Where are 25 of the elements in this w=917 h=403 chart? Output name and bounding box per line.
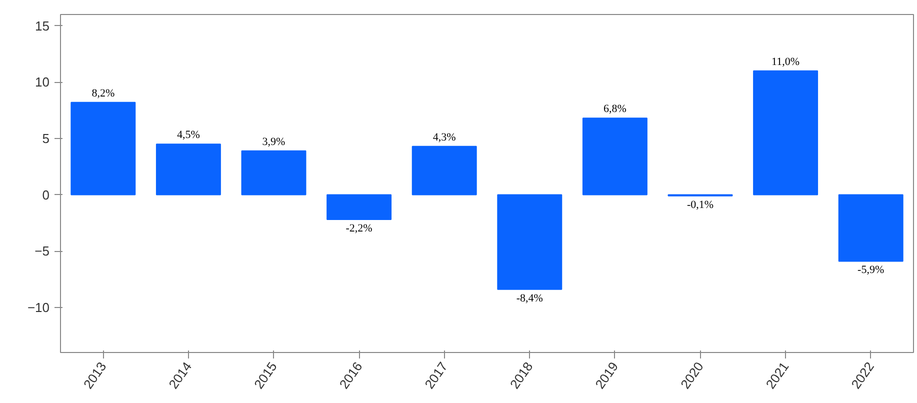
data-label: 6,8% [603,103,626,116]
data-label: -8,4% [516,292,543,304]
data-label: 11,0% [772,56,800,68]
data-label: 3,9% [262,136,286,148]
bar [412,146,477,196]
bar [241,150,306,196]
data-label: -0,1% [686,198,714,211]
bar [838,194,904,262]
bar [156,144,221,196]
data-label: 4,3% [432,131,456,144]
y-tick-label: 15 [35,18,50,34]
bar [70,102,136,196]
data-label: -5,9% [858,264,884,276]
data-label: -2,2% [346,222,372,235]
data-label: 4,5% [176,129,200,142]
y-tick-label: 0 [42,187,50,202]
y-tick-label: −5 [34,244,50,259]
y-tick-label: 5 [42,130,50,146]
bar [753,70,818,196]
data-label: 8,2% [92,87,115,100]
bar [497,194,562,290]
bar [582,118,648,196]
y-tick-label: −10 [27,300,50,315]
y-tick-label: 10 [35,74,50,90]
bar [326,194,392,220]
